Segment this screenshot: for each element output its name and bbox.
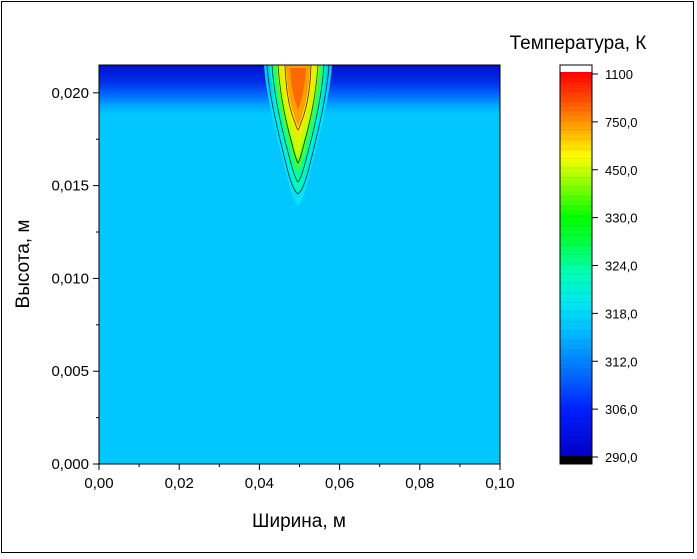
plume-core	[290, 68, 306, 110]
colorbar-title: Температура, К	[510, 33, 647, 54]
contour-line	[271, 65, 325, 183]
plot-axes: 0,00 0,02 0,04 0,06 0,08 0,10 0,000 0,005 0,010…	[13, 64, 515, 532]
y-axis-label: Высота, м	[13, 220, 34, 309]
y-tick-label: 0,010	[51, 270, 89, 287]
colorbar-gradient	[560, 72, 592, 456]
colorbar-max-cap	[560, 65, 592, 72]
colorbar-min-cap	[560, 456, 592, 464]
y-tick-label: 0,005	[51, 363, 89, 380]
contour-lines	[266, 65, 330, 195]
colorbar-tick-label: 750,0	[605, 115, 638, 130]
colorbar-tick-label: 318,0	[605, 306, 638, 321]
contour-line	[277, 65, 319, 164]
y-axis: 0,000 0,005 0,010 0,015 0,020	[51, 85, 99, 473]
x-tick-label: 0,08	[405, 475, 434, 492]
contour-line	[266, 65, 330, 195]
y-tick-label: 0,015	[51, 178, 89, 195]
colorbar-tick-label: 1100	[605, 67, 633, 82]
colorbar-tick-label: 450,0	[605, 163, 638, 178]
colorbar-tick-label: 312,0	[605, 354, 638, 369]
colorbar-tick-label: 290,0	[605, 450, 638, 465]
colorbar-tick-label: 306,0	[605, 402, 638, 417]
y-tick-label: 0,000	[51, 456, 89, 473]
colorbar-tick-label: 330,0	[605, 211, 638, 226]
x-axis: 0,00 0,02 0,04 0,06 0,08 0,10	[84, 464, 515, 492]
x-tick-label: 0,10	[485, 475, 514, 492]
contour-field	[99, 65, 500, 464]
x-tick-label: 0,06	[325, 475, 354, 492]
contour-line	[284, 65, 312, 131]
colorbar-bands	[560, 81, 592, 447]
x-tick-label: 0,00	[84, 475, 113, 492]
colorbar-tick-label: 324,0	[605, 259, 638, 274]
x-tick-label: 0,04	[245, 475, 274, 492]
x-tick-label: 0,02	[165, 475, 194, 492]
y-tick-label: 0,020	[51, 85, 89, 102]
colorbar-border	[559, 64, 593, 465]
x-axis-label: Ширина, м	[252, 511, 346, 532]
colorbar: Температура, К 1100 750,0 450,0 330,0 324,0 3…	[510, 33, 647, 465]
colorbar-ticks: 1100 750,0 450,0 330,0 324,0 318,0 312,0 306,0 2…	[592, 67, 638, 465]
